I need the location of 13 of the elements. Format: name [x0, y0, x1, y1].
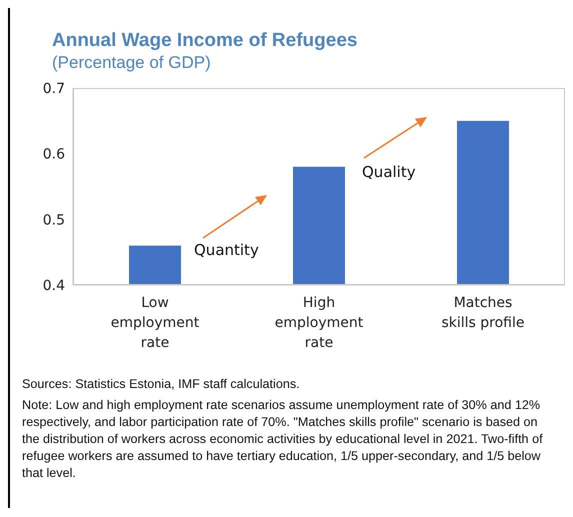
- chart-subtitle: (Percentage of GDP): [52, 52, 212, 74]
- x-tick-label: High employment rate: [274, 295, 364, 351]
- y-tick-label: 0.4: [42, 278, 66, 294]
- y-tick-label: 0.6: [42, 146, 66, 163]
- x-tick-label: Low employment rate: [110, 295, 200, 351]
- x-tick-label: Matches skills profile: [441, 295, 525, 331]
- chart-title: Annual Wage Income of Refugees: [52, 30, 358, 52]
- annotation: Quality: [362, 163, 416, 181]
- source-note: Sources: Statistics Estonia, IMF staff calculations.: [22, 376, 301, 393]
- annotation: Quantity: [194, 241, 259, 259]
- text: Note: Low and high employment rate scenarios assume unemployment rate of 30% and 12% respectively, and labor participation rate of 70%. "Matches skills profile" scenario is based on the distribution of workers across economic activities by educational level in 2021. Two-fifth of refugee workers are assumed to have tertiary education, 1/5 upper-secondary, and 1/5 below that level.: [22, 397, 544, 482]
- y-tick-label: 0.7: [42, 80, 65, 97]
- y-tick-label: 0.5: [42, 212, 65, 228]
